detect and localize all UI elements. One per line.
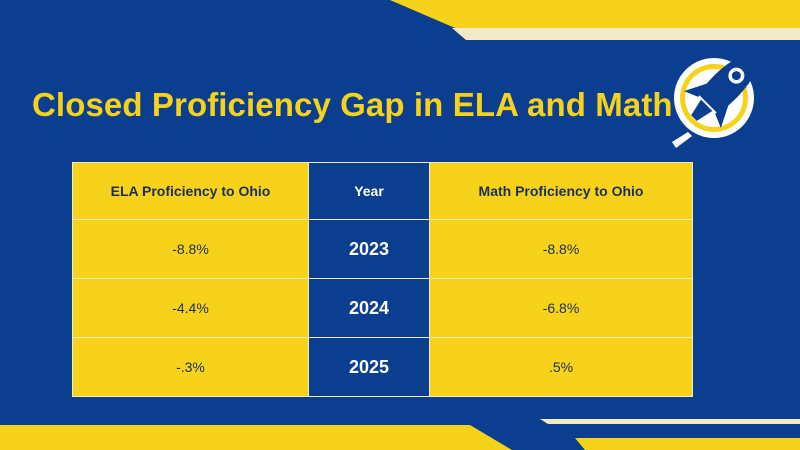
year-cell: 2023	[308, 219, 430, 279]
ela-value-cell: -.3%	[72, 337, 309, 397]
proficiency-table: ELA Proficiency to Ohio Year Math Profic…	[72, 162, 693, 397]
math-value-cell: -8.8%	[429, 219, 693, 279]
math-value-cell: -6.8%	[429, 278, 693, 338]
math-value-cell: .5%	[429, 337, 693, 397]
ela-value-cell: -4.4%	[72, 278, 309, 338]
slide-title: Closed Proficiency Gap in ELA and Math	[32, 86, 673, 123]
header-ela-proficiency: ELA Proficiency to Ohio	[72, 162, 309, 220]
header-math-proficiency: Math Proficiency to Ohio	[429, 162, 693, 220]
year-cell: 2025	[308, 337, 430, 397]
top-right-yellow-stripe	[390, 0, 800, 28]
bottom-cream-stripe	[540, 419, 800, 424]
ela-value-cell: -8.8%	[72, 219, 309, 279]
table-row: -.3% 2025 .5%	[72, 337, 693, 397]
table-header-row: ELA Proficiency to Ohio Year Math Profic…	[72, 162, 693, 220]
bottom-left-yellow-stripe	[0, 425, 512, 450]
top-right-cream-stripe	[452, 28, 800, 40]
table-row: -4.4% 2024 -6.8%	[72, 278, 693, 338]
table-row: -8.8% 2023 -8.8%	[72, 219, 693, 279]
header-year: Year	[308, 162, 430, 220]
year-cell: 2024	[308, 278, 430, 338]
rocket-logo-icon	[672, 51, 761, 148]
bottom-right-yellow-stripe	[575, 438, 800, 450]
